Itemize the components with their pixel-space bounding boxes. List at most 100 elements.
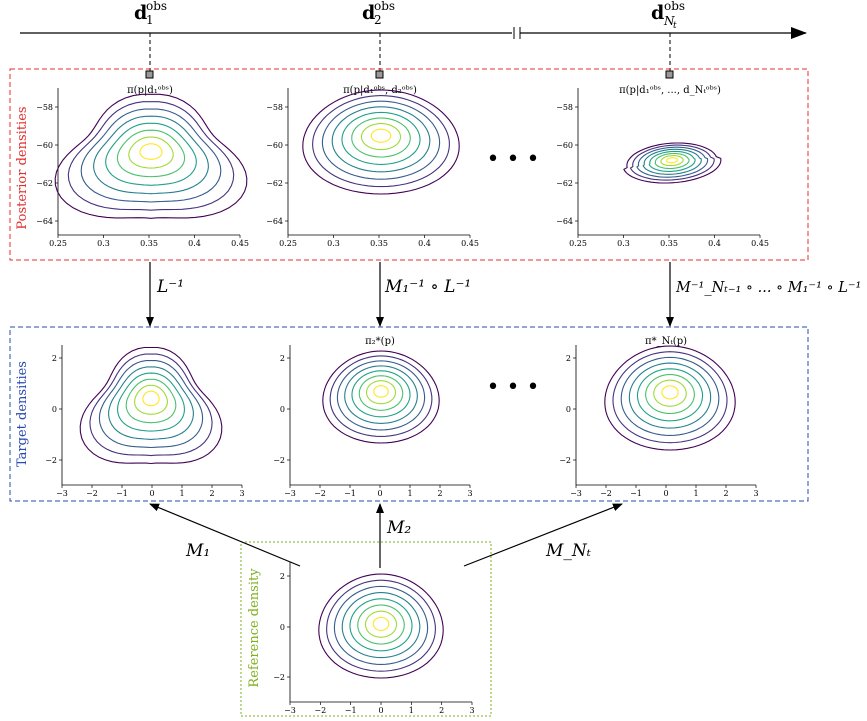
- contour-level-5: [636, 368, 704, 422]
- target-plot-1: −3 −2 −1 0 1 2 3 2 0 −2: [45, 345, 245, 498]
- contour-level-7: [364, 610, 398, 638]
- panel-title: π₂*(p): [365, 336, 395, 347]
- x-tick-label: 0: [663, 489, 668, 498]
- contour-level-2: [612, 351, 728, 444]
- contour-level-2: [326, 579, 436, 672]
- contour-level-3: [620, 356, 720, 436]
- posterior-plot-2: 0.25 0.3 0.35 0.4 0.45−58−60−62−64π(p|d₁ᵒᵇˢ,…: [266, 85, 479, 248]
- contour-level-6: [358, 375, 404, 411]
- contour-level-8: [142, 390, 160, 407]
- x-tick-label: 0: [149, 489, 154, 498]
- x-tick-label: 2: [437, 489, 442, 498]
- y-tick-label: −60: [266, 141, 283, 150]
- posterior-plot-3: 0.25 0.3 0.35 0.4 0.45 −58 −60 −62 −64 π(p|d₁ᵒᵇˢ,…: [556, 85, 769, 248]
- x-tick-label: 3: [467, 489, 472, 498]
- x-tick-label: −3: [284, 706, 296, 715]
- marker-1-sup: obs: [146, 0, 167, 13]
- x-tick-label: 3: [239, 489, 244, 498]
- posterior-ellipsis: • • •: [487, 147, 540, 172]
- target-ellipsis: • • •: [487, 375, 540, 400]
- x-tick-label: 0: [377, 489, 382, 498]
- y-tick-label: 2: [52, 354, 57, 363]
- contour-level-3: [321, 100, 441, 180]
- target-row-label: Target densities: [15, 361, 30, 467]
- x-tick-label: 0.45: [461, 239, 479, 248]
- contour-level-3: [333, 585, 429, 665]
- up-arrow-1: [149, 503, 301, 567]
- y-tick-label: −60: [36, 141, 53, 150]
- down-map-2: M₁⁻¹ ∘ L⁻¹: [376, 262, 471, 327]
- panel-title: π(p|d₁ᵒᵇˢ): [127, 85, 173, 96]
- contour-level-1: [623, 142, 722, 184]
- timeline-marker-1: d 1 obs: [134, 0, 167, 79]
- y-tick-label: −62: [36, 179, 53, 188]
- target-box: [9, 326, 809, 502]
- up-arrow-nt: [463, 503, 623, 567]
- y-tick-label: −2: [273, 456, 285, 465]
- contour-level-8: [139, 143, 163, 160]
- contour-level-6: [351, 117, 411, 158]
- contour-level-7: [128, 136, 174, 169]
- x-tick-label: 2: [723, 489, 728, 498]
- contour-level-1: [54, 93, 248, 219]
- marker-nt-square: [665, 70, 674, 79]
- x-tick-label: 0.35: [370, 239, 388, 248]
- marker-1-sub: 1: [146, 13, 154, 27]
- contour-level-4: [642, 148, 702, 175]
- reference-box: [240, 541, 492, 717]
- x-tick-label: 0.45: [231, 239, 249, 248]
- y-tick-label: −64: [266, 217, 283, 226]
- y-tick-label: −62: [556, 179, 573, 188]
- contour-level-1: [604, 345, 736, 451]
- contour-level-4: [331, 106, 431, 173]
- y-tick-label: −2: [273, 673, 285, 682]
- contour-level-1: [79, 346, 223, 465]
- y-tick-label: −2: [45, 456, 57, 465]
- contour-level-2: [329, 355, 433, 437]
- x-tick-label: −2: [314, 706, 326, 715]
- posterior-plot-1: 0.25 0.3 0.35 0.4 0.45 −58 −60 −62 −64 π(p|d₁ᵒᵇˢ): [36, 85, 249, 248]
- marker-2-base: d: [362, 2, 375, 24]
- x-tick-label: 3: [469, 706, 474, 715]
- contour-level-1: [322, 350, 440, 444]
- x-tick-label: −1: [345, 706, 357, 715]
- marker-nt-base: d: [651, 2, 664, 24]
- contour-level-6: [645, 373, 695, 415]
- x-tick-label: 0: [378, 706, 383, 715]
- contour-level-5: [105, 122, 197, 186]
- x-tick-label: −2: [86, 489, 98, 498]
- marker-1-square: [145, 70, 154, 79]
- marker-2-square: [375, 70, 384, 79]
- reference-plot: −3 −2 −1 0 1 2 3 2 0 −2: [273, 562, 475, 715]
- contour-level-6: [116, 129, 186, 178]
- x-tick-label: −3: [56, 489, 68, 498]
- x-tick-label: 2: [209, 489, 214, 498]
- y-tick-label: 0: [280, 623, 285, 632]
- x-tick-label: 1: [409, 706, 414, 715]
- x-tick-label: −1: [630, 489, 642, 498]
- x-tick-label: 3: [753, 489, 758, 498]
- up-map-1-label: M₁: [185, 541, 210, 561]
- marker-nt-sup: obs: [664, 0, 685, 13]
- contour-level-8: [372, 616, 390, 631]
- y-tick-label: −60: [556, 141, 573, 150]
- target-plot-2: −3 −2 −1 0 1 2 3 2 0 −2 π₂*(p): [273, 336, 472, 498]
- y-tick-label: 0: [566, 405, 571, 414]
- contour-level-7: [653, 379, 687, 407]
- y-tick-label: −58: [36, 103, 53, 112]
- panel-title: π*_Nₜ(p): [645, 336, 687, 347]
- y-tick-label: −2: [559, 456, 571, 465]
- contour-level-8: [373, 385, 389, 398]
- contour-level-5: [349, 598, 413, 652]
- up-map-nt: M_Nₜ: [463, 503, 623, 567]
- x-tick-label: −2: [600, 489, 612, 498]
- contour-level-6: [357, 604, 405, 645]
- timeline-marker-nt: d N t obs: [651, 0, 685, 79]
- x-tick-label: −3: [284, 489, 296, 498]
- x-tick-label: 0.4: [188, 239, 201, 248]
- contour-level-7: [134, 384, 168, 415]
- y-tick-label: 2: [280, 354, 285, 363]
- contour-level-8: [665, 157, 679, 164]
- marker-nt-sub: N: [663, 14, 675, 28]
